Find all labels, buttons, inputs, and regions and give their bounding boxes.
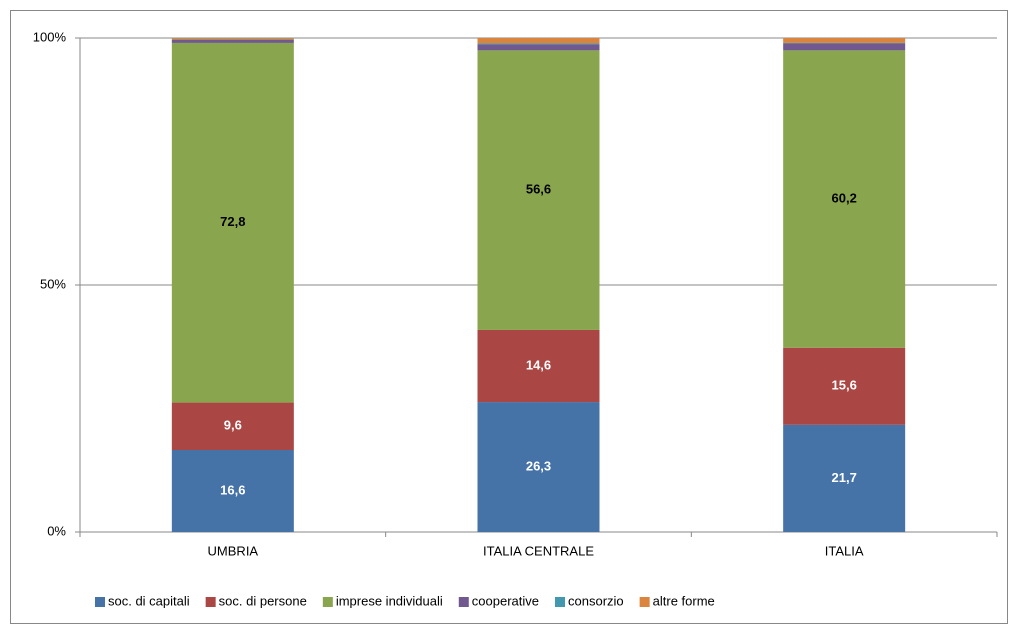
bar-segment [477, 50, 600, 330]
data-label: 21,7 [832, 470, 857, 485]
bar-segment [171, 42, 294, 403]
legend-label: consorzio [568, 593, 624, 608]
y-tick-label: 50% [40, 276, 66, 291]
data-label: 26,3 [526, 458, 551, 473]
legend-swatch [322, 597, 333, 607]
legend-label: altre forme [653, 593, 715, 608]
data-label: 72,8 [220, 214, 245, 229]
legend-swatch [555, 597, 565, 607]
legend-swatch [95, 597, 105, 607]
data-label: 14,6 [526, 357, 551, 372]
bar-segment [477, 43, 600, 45]
bar-segment [171, 402, 294, 450]
y-tick-label: 100% [33, 29, 67, 44]
x-tick-label: UMBRIA [208, 543, 259, 558]
data-label: 9,6 [224, 418, 242, 433]
bar-segment [783, 43, 906, 51]
bar-segment [477, 44, 600, 51]
legend-swatch [639, 597, 650, 607]
bar-segment [783, 50, 906, 348]
x-tick-label: ITALIA CENTRALE [483, 543, 594, 558]
legend-label: cooperative [472, 593, 539, 608]
bar-segment [477, 38, 600, 44]
x-tick-label: ITALIA [825, 543, 864, 558]
data-label: 56,6 [526, 182, 551, 197]
legend-label: soc. di persone [219, 593, 307, 608]
legend-label: soc. di capitali [108, 593, 190, 608]
y-tick-label: 0% [47, 523, 66, 538]
data-label: 16,6 [220, 482, 245, 497]
bar-segment [171, 39, 294, 43]
legend-swatch [458, 597, 469, 607]
data-label: 15,6 [832, 378, 857, 393]
bar-segment [171, 449, 294, 532]
bar-segment [477, 402, 600, 532]
bar-segment [783, 424, 906, 532]
data-label: 60,2 [832, 190, 857, 205]
legend-swatch [205, 597, 216, 607]
bar-segment [171, 38, 294, 40]
bar-segment [783, 38, 906, 43]
legend-label: imprese individuali [336, 593, 443, 608]
bar-segment [477, 329, 600, 403]
bar-segment [783, 347, 906, 425]
